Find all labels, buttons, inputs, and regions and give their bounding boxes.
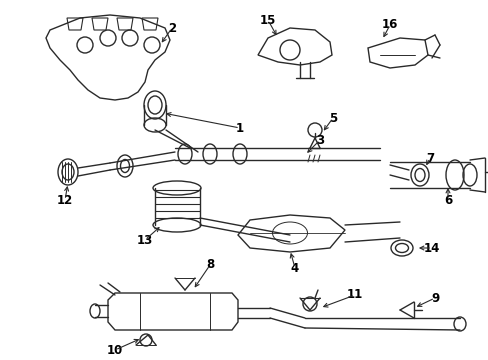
Text: 5: 5 (328, 112, 336, 125)
Text: 14: 14 (423, 242, 439, 255)
Text: 12: 12 (57, 194, 73, 207)
Text: 9: 9 (430, 292, 438, 305)
Text: 13: 13 (137, 234, 153, 247)
Text: 1: 1 (235, 122, 244, 135)
Text: 7: 7 (425, 152, 433, 165)
Text: 3: 3 (315, 134, 324, 147)
Text: 8: 8 (205, 258, 214, 271)
Text: 15: 15 (259, 13, 276, 27)
Text: 4: 4 (290, 261, 299, 274)
Text: 11: 11 (346, 288, 363, 302)
Text: 2: 2 (167, 22, 176, 35)
Text: 6: 6 (443, 194, 451, 207)
Text: 10: 10 (107, 343, 123, 356)
Text: 16: 16 (381, 18, 397, 31)
